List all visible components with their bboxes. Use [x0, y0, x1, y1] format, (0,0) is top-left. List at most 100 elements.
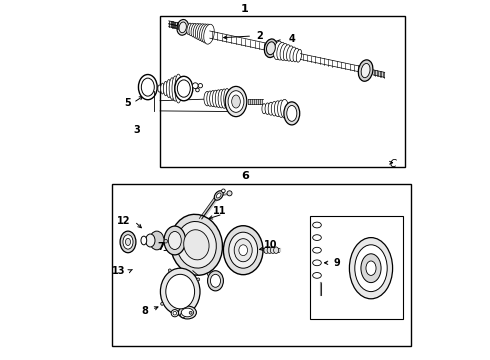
- Ellipse shape: [270, 247, 275, 253]
- Ellipse shape: [355, 245, 387, 292]
- Text: 7: 7: [157, 242, 164, 252]
- Ellipse shape: [313, 222, 321, 228]
- Ellipse shape: [166, 80, 172, 98]
- Text: 3: 3: [134, 125, 140, 135]
- Ellipse shape: [234, 239, 252, 262]
- Ellipse shape: [201, 24, 211, 43]
- Ellipse shape: [172, 76, 178, 101]
- Ellipse shape: [228, 91, 244, 112]
- Ellipse shape: [293, 48, 299, 62]
- Circle shape: [196, 88, 199, 92]
- Ellipse shape: [184, 230, 209, 260]
- Text: C: C: [389, 159, 396, 169]
- Ellipse shape: [213, 90, 219, 107]
- Ellipse shape: [358, 60, 373, 81]
- Text: 5: 5: [124, 98, 131, 108]
- Ellipse shape: [166, 274, 195, 309]
- Circle shape: [169, 269, 171, 272]
- Ellipse shape: [224, 89, 230, 109]
- Ellipse shape: [120, 231, 136, 253]
- Ellipse shape: [264, 39, 277, 58]
- Bar: [160, 16, 405, 167]
- Ellipse shape: [169, 78, 175, 99]
- Ellipse shape: [208, 271, 223, 291]
- Circle shape: [221, 189, 225, 193]
- Ellipse shape: [283, 45, 291, 61]
- Text: 12: 12: [117, 216, 130, 226]
- Text: 10: 10: [264, 240, 277, 250]
- Ellipse shape: [204, 24, 214, 44]
- Ellipse shape: [160, 268, 200, 315]
- Text: 11: 11: [213, 206, 226, 216]
- Text: 2: 2: [256, 31, 263, 41]
- Ellipse shape: [149, 231, 164, 250]
- Ellipse shape: [366, 261, 376, 275]
- Ellipse shape: [175, 74, 182, 103]
- Ellipse shape: [280, 44, 288, 60]
- Ellipse shape: [139, 75, 157, 100]
- Circle shape: [189, 311, 192, 314]
- Ellipse shape: [287, 105, 297, 121]
- Circle shape: [171, 310, 178, 317]
- Ellipse shape: [284, 102, 300, 125]
- Ellipse shape: [313, 273, 321, 278]
- Ellipse shape: [290, 47, 296, 62]
- Ellipse shape: [197, 24, 206, 41]
- Circle shape: [197, 278, 200, 281]
- Text: 8: 8: [142, 306, 148, 316]
- Ellipse shape: [210, 91, 216, 107]
- Ellipse shape: [273, 41, 283, 60]
- Circle shape: [193, 83, 198, 89]
- Ellipse shape: [187, 23, 192, 35]
- Ellipse shape: [215, 90, 222, 108]
- Ellipse shape: [281, 99, 289, 118]
- Text: 4: 4: [289, 34, 295, 44]
- Ellipse shape: [191, 23, 197, 37]
- Text: 1: 1: [241, 4, 249, 14]
- Ellipse shape: [204, 91, 210, 106]
- Ellipse shape: [178, 306, 196, 319]
- Ellipse shape: [176, 221, 216, 268]
- Ellipse shape: [193, 23, 200, 38]
- Ellipse shape: [287, 46, 294, 61]
- Ellipse shape: [313, 235, 321, 240]
- Ellipse shape: [361, 254, 381, 283]
- Ellipse shape: [214, 191, 223, 200]
- Ellipse shape: [273, 247, 279, 253]
- Text: 6: 6: [241, 171, 249, 181]
- Circle shape: [180, 312, 186, 318]
- Ellipse shape: [169, 231, 181, 249]
- Ellipse shape: [207, 91, 213, 106]
- Text: 13: 13: [112, 266, 125, 276]
- Ellipse shape: [177, 19, 189, 35]
- Ellipse shape: [313, 260, 321, 266]
- Circle shape: [198, 84, 202, 88]
- Ellipse shape: [171, 214, 222, 275]
- Ellipse shape: [217, 193, 221, 198]
- Ellipse shape: [313, 247, 321, 253]
- Text: 9: 9: [333, 258, 340, 268]
- Ellipse shape: [199, 24, 209, 42]
- Ellipse shape: [268, 102, 274, 115]
- Ellipse shape: [264, 247, 269, 253]
- Ellipse shape: [164, 81, 168, 96]
- Ellipse shape: [158, 85, 161, 92]
- Bar: [112, 184, 411, 346]
- Ellipse shape: [271, 102, 277, 116]
- Circle shape: [164, 239, 168, 243]
- Ellipse shape: [218, 89, 224, 108]
- Ellipse shape: [277, 42, 285, 60]
- Ellipse shape: [175, 76, 193, 101]
- Ellipse shape: [349, 238, 392, 299]
- Ellipse shape: [223, 226, 263, 275]
- Ellipse shape: [296, 49, 302, 62]
- Ellipse shape: [267, 247, 272, 253]
- Circle shape: [227, 191, 232, 196]
- Ellipse shape: [146, 234, 155, 247]
- Ellipse shape: [141, 78, 154, 96]
- Ellipse shape: [123, 235, 133, 249]
- Ellipse shape: [265, 103, 270, 114]
- Ellipse shape: [232, 95, 240, 108]
- Ellipse shape: [274, 101, 281, 117]
- Ellipse shape: [164, 226, 186, 255]
